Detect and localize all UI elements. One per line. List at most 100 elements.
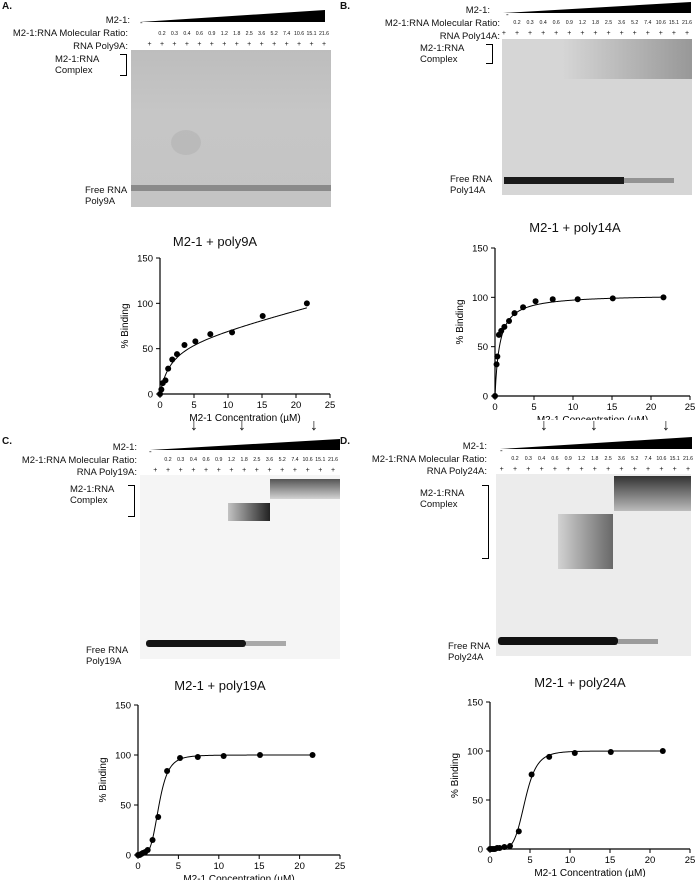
x-tick-label: 25 [335, 861, 346, 872]
data-point [528, 771, 535, 778]
complex-bracket [486, 44, 493, 64]
ratio-value: 1.8 [591, 456, 599, 462]
rna-plus-mark: + [229, 467, 234, 474]
rna-plus-mark: + [541, 30, 546, 37]
free-rna-band [131, 185, 331, 191]
rna-plus-mark: + [528, 30, 533, 37]
ratio-value: 0.6 [551, 456, 559, 462]
ratio-value: 0.9 [564, 456, 572, 462]
rna-plus-mark: + [579, 466, 584, 473]
panel-b: B. M2-1: M2-1:RNA Molecular Ratio: RNA P… [340, 0, 700, 437]
minus-lane: - [506, 10, 509, 19]
ratio-value: 10.6 [656, 456, 667, 462]
data-point [501, 844, 508, 851]
ratio-value: 0.3 [524, 456, 532, 462]
rna-plus-mark: + [592, 466, 597, 473]
y-tick-label: 0 [126, 851, 131, 862]
ratio-value: 0.9 [215, 457, 223, 463]
rna-label: RNA Poly9A: [73, 41, 128, 52]
x-tick-label: 0 [135, 861, 140, 872]
fit-curve [494, 296, 664, 397]
data-point [220, 753, 227, 759]
rna-plus-mark: + [330, 467, 336, 474]
arrow-down-icon: ↓ [310, 417, 318, 434]
y-axis-label: % Binding [98, 757, 109, 802]
x-tick-label: 15 [257, 400, 268, 411]
arrow-down-icon: ↓ [662, 417, 670, 434]
rna-plus-mark: + [267, 467, 272, 474]
rna-plus-mark: + [593, 30, 598, 37]
ratio-value: 5.2 [631, 20, 639, 26]
gel-image [140, 475, 340, 659]
x-tick-label: 10 [214, 861, 225, 872]
rna-plus-mark: + [292, 467, 297, 474]
ratio-value: 1.2 [578, 20, 586, 26]
ratio-label: M2-1:RNA Molecular Ratio: [384, 18, 500, 29]
rna-plus-mark: + [580, 30, 585, 37]
ratio-label: M2-1:RNA Molecular Ratio: [12, 28, 128, 39]
rna-plus-mark: + [619, 30, 624, 37]
rna-plus-mark: + [191, 467, 196, 474]
m21-label: M2-1: [462, 441, 487, 452]
data-point [157, 391, 163, 397]
y-tick-label: 150 [467, 698, 483, 709]
ratio-value: 0.2 [158, 31, 166, 37]
free-rna-label-text: Free RNA Poly24A [448, 641, 491, 663]
y-axis-label: % Binding [450, 753, 461, 798]
complex-label: M2-1:RNA Complex [420, 488, 464, 510]
ratio-value: 0.4 [538, 456, 546, 462]
data-point [229, 329, 236, 336]
y-tick-label: 150 [472, 244, 488, 255]
data-point [165, 365, 172, 372]
x-tick-label: 25 [685, 402, 696, 413]
x-tick-label: 5 [191, 400, 196, 411]
y-tick-label: 150 [115, 701, 131, 712]
rna-plus-mark: + [216, 467, 221, 474]
rna-plus-mark: + [645, 30, 650, 37]
minus-lane: - [500, 446, 503, 455]
rna-plus-mark: + [165, 467, 171, 474]
rna-label: RNA Poly24A: [426, 466, 487, 477]
rna-plus-mark: + [539, 466, 544, 473]
rna-plus-mark: + [247, 41, 252, 48]
rna-plus-mark: + [204, 467, 209, 474]
data-point [511, 310, 518, 317]
data-point [194, 754, 201, 760]
arrow-down-icon: ↓ [540, 417, 548, 434]
concentration-wedge [140, 10, 325, 22]
rna-plus-mark: + [646, 466, 651, 473]
x-tick-label: 0 [487, 855, 492, 866]
ratio-value: 0.9 [208, 31, 216, 37]
ratio-value: 0.3 [177, 457, 185, 463]
x-axis-label: M2-1 Concentration (µM) [534, 868, 645, 877]
ratio-value: 21.6 [681, 20, 693, 26]
data-point [259, 313, 266, 320]
data-point [177, 755, 184, 761]
ratio-value: 0.4 [189, 457, 197, 463]
y-tick-label: 0 [483, 392, 488, 403]
complex-smear [270, 479, 340, 499]
rna-plus-mark: + [671, 30, 676, 37]
data-point [158, 386, 165, 393]
ratio-value: 0.6 [552, 20, 560, 26]
data-point [174, 351, 180, 358]
x-tick-label: 5 [531, 402, 536, 413]
rna-plus-mark: + [172, 41, 177, 48]
ratio-value: 1.8 [591, 20, 600, 26]
ratio-value: 5.2 [631, 456, 639, 462]
ratio-value: 0.2 [164, 457, 172, 463]
rna-plus-mark: + [501, 30, 506, 37]
x-tick-label: 25 [685, 855, 696, 866]
arrow-down-icon: ↓ [590, 417, 598, 434]
data-point [549, 296, 556, 303]
rna-plus-mark: + [685, 466, 691, 473]
rna-plus-mark: + [184, 41, 189, 48]
data-point [659, 748, 666, 754]
ratio-value: 0.9 [565, 20, 573, 26]
panel-letter: A. [2, 1, 12, 12]
rna-plus-mark: + [606, 30, 611, 37]
rna-plus-mark: + [309, 41, 314, 48]
